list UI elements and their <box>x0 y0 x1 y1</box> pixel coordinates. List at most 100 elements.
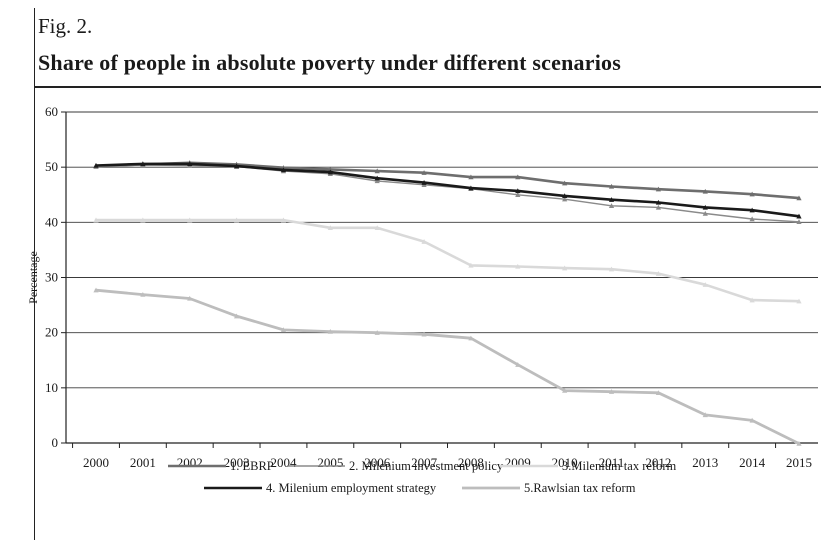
data-point-s3 <box>93 217 99 223</box>
header-divider-rule <box>34 86 821 88</box>
data-point-s5 <box>327 328 333 334</box>
x-tick-label: 2008 <box>458 455 484 470</box>
data-point-s4 <box>327 169 333 175</box>
data-point-s3 <box>327 225 333 231</box>
figure-title: Share of people in absolute poverty unde… <box>38 50 621 75</box>
legend-label-5: 5.Rawlsian tax reform <box>524 481 636 495</box>
data-point-s2 <box>515 192 521 197</box>
data-point-s5 <box>93 287 99 293</box>
data-point-s3 <box>374 225 380 231</box>
data-point-s5 <box>234 313 240 319</box>
data-point-s4 <box>280 167 287 173</box>
data-point-s1 <box>374 168 380 174</box>
data-point-s5 <box>468 335 474 341</box>
data-point-s1 <box>749 191 755 197</box>
data-point-s5 <box>515 362 521 367</box>
data-point-s1 <box>796 195 802 201</box>
gridlines <box>66 111 818 389</box>
x-tick-label: 2001 <box>130 455 156 470</box>
y-tick-label: 30 <box>45 270 58 285</box>
x-tick-label: 2002 <box>177 455 203 470</box>
data-point-s4 <box>468 185 474 191</box>
x-tick-label: 2000 <box>83 455 109 470</box>
data-point-s5 <box>421 331 427 337</box>
data-point-s2 <box>796 219 802 224</box>
y-tick-label: 0 <box>52 435 59 450</box>
legend-label-1: 1. EBRP <box>230 459 274 473</box>
x-tick-label: 2015 <box>786 455 812 470</box>
series-line-1 <box>94 161 801 200</box>
x-tick-label: 2013 <box>692 455 718 470</box>
x-tick-label: 2012 <box>645 455 671 470</box>
data-point-s4 <box>608 197 615 202</box>
data-point-s3 <box>749 297 755 303</box>
data-point-s3 <box>234 217 240 223</box>
figure-number: Fig. 2. <box>38 14 93 38</box>
data-point-s4 <box>93 162 99 168</box>
data-point-s5 <box>280 327 287 333</box>
legend-label-3: 3.Milenium tax reform <box>562 459 676 473</box>
x-tick-label: 2005 <box>317 455 343 470</box>
y-tick-label: 20 <box>45 325 58 340</box>
x-tick-label: 2004 <box>270 455 297 470</box>
y-tick-label: 50 <box>45 159 58 174</box>
data-point-s5 <box>796 440 802 446</box>
data-point-s4 <box>515 188 521 194</box>
data-point-s5 <box>749 417 755 423</box>
data-point-s3 <box>655 271 661 276</box>
x-tick-label: 2014 <box>739 455 766 470</box>
legend: 1. EBRP 2. Milenium investment policy 3.Mi… <box>168 459 676 495</box>
data-point-s1 <box>327 166 333 172</box>
data-point-s4 <box>562 193 568 199</box>
legend-label-2: 2. Milenium investment policy <box>349 459 504 473</box>
data-point-s5 <box>702 412 708 418</box>
y-tick-label: 10 <box>45 380 58 395</box>
data-point-s5 <box>655 390 661 395</box>
series-line-5 <box>94 288 801 446</box>
data-point-s3 <box>796 298 802 304</box>
y-tick-label: 40 <box>45 214 58 229</box>
data-point-s3 <box>515 263 521 269</box>
data-point-s3 <box>562 265 568 271</box>
data-point-s1 <box>468 174 474 180</box>
data-point-s4 <box>796 213 802 219</box>
data-point-s1 <box>562 180 568 186</box>
y-tick-label: 60 <box>45 104 58 119</box>
data-point-s4 <box>421 180 427 185</box>
data-point-s3 <box>187 217 193 223</box>
data-point-s3 <box>140 217 146 223</box>
data-point-s3 <box>421 239 427 244</box>
data-point-s4 <box>140 161 146 167</box>
data-point-s1 <box>702 188 708 194</box>
data-point-s2 <box>374 178 380 184</box>
series-line-3 <box>94 218 801 303</box>
y-axis-label: Percentage <box>26 251 40 304</box>
series-line-4 <box>94 162 801 218</box>
data-point-s5 <box>187 295 193 301</box>
data-point-s2 <box>608 203 615 208</box>
data-point-s3 <box>608 266 615 272</box>
data-point-s3 <box>702 282 708 287</box>
data-point-s1 <box>608 183 615 189</box>
data-point-s5 <box>608 389 615 394</box>
data-point-s2 <box>562 196 568 202</box>
data-point-s4 <box>234 163 240 169</box>
data-point-s4 <box>374 175 380 181</box>
data-point-s4 <box>187 161 193 167</box>
series-lines <box>93 160 802 446</box>
x-tick-label: 2007 <box>411 455 438 470</box>
x-tick-label: 2003 <box>224 455 250 470</box>
data-point-s2 <box>655 204 661 210</box>
data-point-s5 <box>374 330 380 335</box>
x-tick-label: 2006 <box>364 455 391 470</box>
x-tick-label: 2010 <box>552 455 578 470</box>
axes: 0 10 20 30 40 50 60 2000 2001 2002 2003 2004 2005 200… <box>26 104 818 470</box>
data-point-s2 <box>749 216 755 222</box>
data-point-s4 <box>702 204 708 210</box>
data-point-s1 <box>421 170 427 175</box>
x-tick-label: 2009 <box>505 455 531 470</box>
data-point-s5 <box>562 387 568 393</box>
data-point-s4 <box>655 199 661 205</box>
data-point-s3 <box>468 262 474 268</box>
